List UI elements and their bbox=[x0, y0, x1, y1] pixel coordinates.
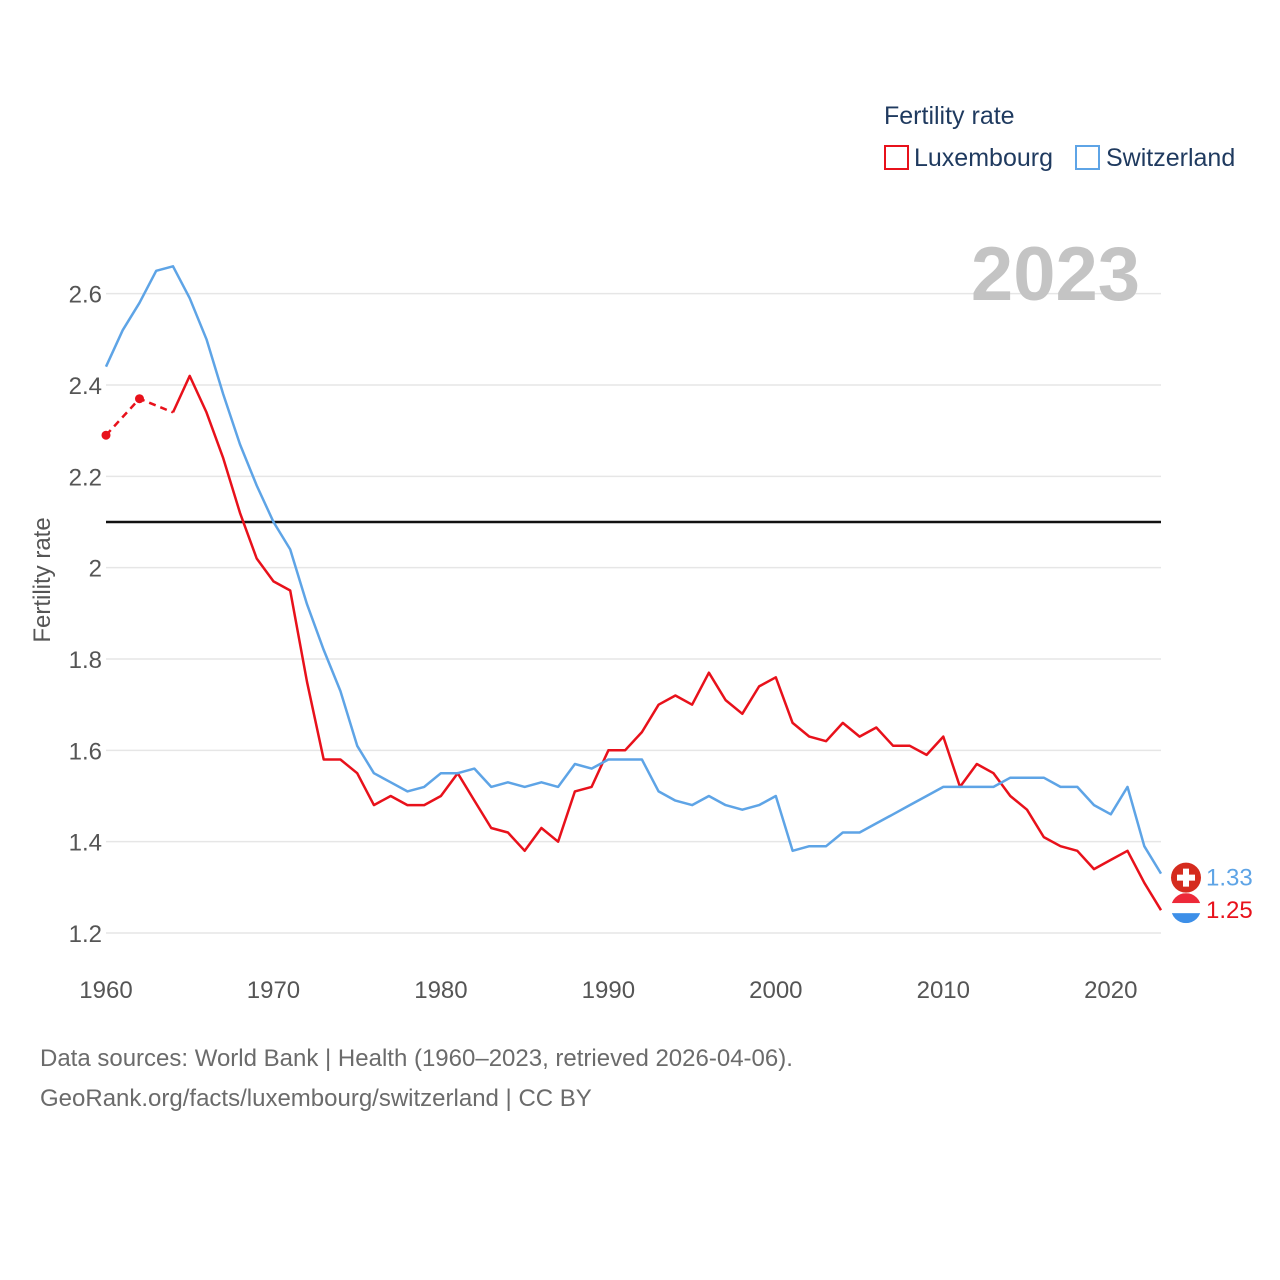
x-tick-label: 1990 bbox=[582, 977, 635, 1004]
y-axis-label: Fertility rate bbox=[29, 517, 56, 642]
x-tick-label: 1960 bbox=[79, 977, 132, 1004]
legend-swatch-luxembourg bbox=[884, 145, 909, 170]
y-tick-label: 1.4 bbox=[69, 830, 102, 857]
y-tick-label: 1.6 bbox=[69, 738, 102, 765]
legend-title: Fertility rate bbox=[884, 102, 1015, 130]
y-tick-label: 2 bbox=[89, 556, 102, 583]
y-axis-ticks: 1.2 1.4 1.6 1.8 2 2.2 2.4 2.6 bbox=[69, 282, 102, 948]
data-point-marker bbox=[101, 430, 111, 440]
x-tick-label: 1980 bbox=[414, 977, 467, 1004]
switzerland-flag-icon bbox=[1171, 862, 1201, 893]
legend: Fertility rate Luxembourg Switzerland bbox=[884, 102, 1235, 172]
x-tick-label: 1970 bbox=[247, 977, 300, 1004]
series-line-switzerland bbox=[104, 265, 1163, 875]
grid-lines bbox=[106, 292, 1161, 934]
y-tick-label: 2.2 bbox=[69, 464, 102, 491]
legend-item-luxembourg[interactable]: Luxembourg bbox=[884, 144, 1053, 172]
x-tick-label: 2010 bbox=[917, 977, 970, 1004]
x-axis-ticks: 1960 1970 1980 1990 2000 2010 2020 bbox=[79, 977, 1137, 1004]
source-link[interactable]: GeoRank.org/facts/luxembourg/switzerland… bbox=[40, 1085, 592, 1112]
x-tick-label: 2000 bbox=[749, 977, 802, 1004]
year-label: 2023 bbox=[971, 232, 1140, 317]
y-tick-label: 2.4 bbox=[69, 373, 102, 400]
series-line-luxembourg bbox=[171, 374, 1163, 911]
legend-item-switzerland[interactable]: Switzerland bbox=[1075, 144, 1235, 172]
luxembourg-flag-icon bbox=[1171, 893, 1201, 924]
y-tick-label: 1.2 bbox=[69, 921, 102, 948]
series-lines bbox=[101, 265, 1163, 911]
source-line: Data sources: World Bank | Health (1960–… bbox=[40, 1045, 793, 1072]
end-value-switzerland: 1.33 bbox=[1206, 865, 1253, 892]
legend-label-luxembourg: Luxembourg bbox=[914, 144, 1053, 172]
y-tick-label: 1.8 bbox=[69, 647, 102, 674]
y-tick-label: 2.6 bbox=[69, 282, 102, 309]
legend-swatch-switzerland bbox=[1075, 145, 1100, 170]
data-point-marker bbox=[134, 394, 144, 404]
series-line-luxembourg-estimated bbox=[105, 397, 174, 437]
end-value-luxembourg: 1.25 bbox=[1206, 897, 1253, 924]
end-labels: 1.33 1.25 bbox=[1171, 862, 1253, 924]
x-tick-label: 2020 bbox=[1084, 977, 1137, 1004]
legend-label-switzerland: Switzerland bbox=[1106, 144, 1235, 172]
